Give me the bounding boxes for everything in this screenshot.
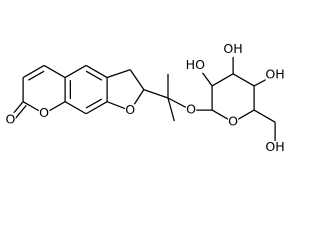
bond	[106, 69, 131, 79]
molecule: O O O O HO OH OH O OH	[5, 41, 285, 155]
label-bg	[265, 68, 285, 83]
atom-label: O	[186, 102, 196, 117]
atom-label: O	[39, 105, 49, 120]
label-bg	[124, 104, 136, 118]
bond	[232, 73, 255, 87]
bond	[129, 69, 145, 90]
bond	[167, 97, 175, 122]
label-bg	[185, 103, 197, 117]
structure-diagram: O O O O HO OH OH O OH	[5, 41, 285, 155]
bond	[85, 98, 103, 109]
bond	[85, 101, 108, 115]
label-bg	[227, 115, 239, 130]
bond	[64, 101, 87, 115]
atom-label: OH	[265, 139, 284, 154]
bond	[253, 109, 276, 123]
atom-label: O	[125, 102, 135, 117]
bond	[85, 70, 103, 81]
atom-label: OH	[265, 66, 284, 81]
bond	[64, 64, 87, 79]
bond	[43, 64, 66, 79]
atom-label: OH	[223, 41, 242, 56]
atom-label: O	[6, 112, 16, 127]
page: {"atoms": [ {"label": "O"}, {"label": "O…	[5, 41, 285, 155]
label-bg	[186, 59, 205, 73]
bond	[143, 89, 169, 99]
atom-label: HO	[186, 57, 205, 72]
bond	[85, 64, 108, 79]
atom-label: O	[228, 114, 238, 129]
label-bg	[38, 107, 50, 122]
bond	[22, 64, 45, 79]
label-bg	[5, 112, 16, 127]
bonds	[10, 53, 276, 145]
bond	[28, 70, 45, 81]
bond	[211, 73, 234, 87]
label-bg	[223, 43, 243, 58]
label-bg	[265, 141, 285, 155]
atom-labels: O O O O HO OH OH O OH	[5, 41, 285, 155]
